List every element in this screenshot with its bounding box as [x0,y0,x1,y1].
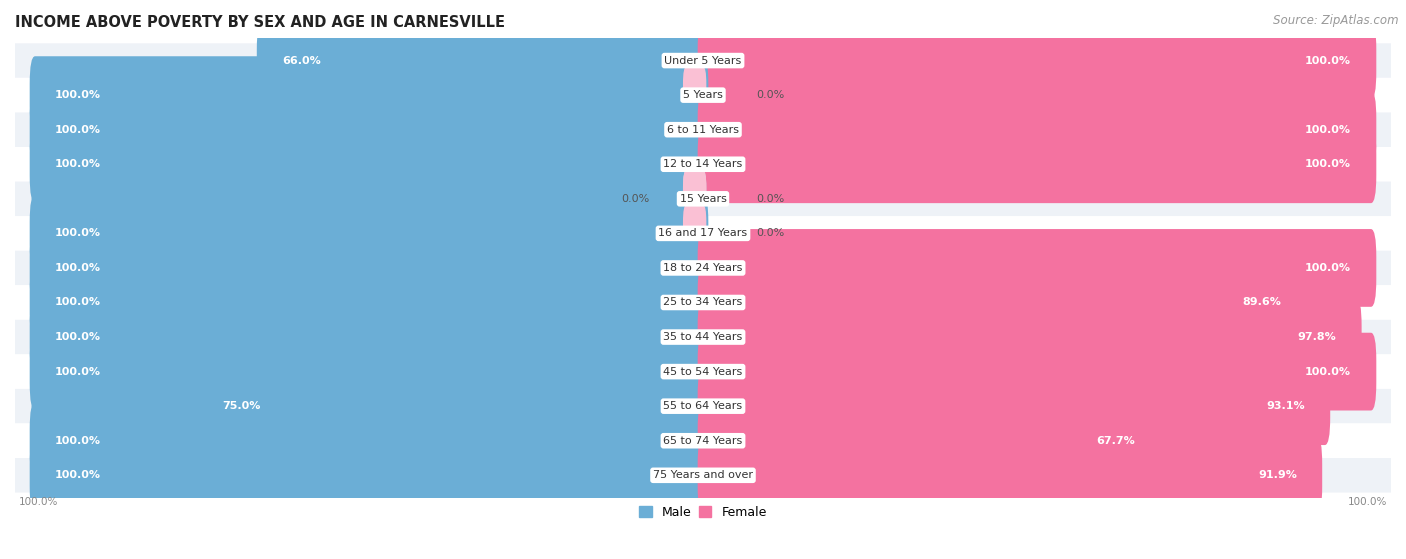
Text: 66.0%: 66.0% [283,55,321,65]
FancyBboxPatch shape [30,229,709,307]
Text: 67.7%: 67.7% [1097,435,1135,446]
FancyBboxPatch shape [697,91,1376,169]
Text: 15 Years: 15 Years [679,194,727,204]
Text: 100.0%: 100.0% [55,229,101,238]
FancyBboxPatch shape [15,43,1391,78]
FancyBboxPatch shape [15,389,1391,424]
FancyBboxPatch shape [683,170,706,228]
Text: 45 to 54 Years: 45 to 54 Years [664,367,742,377]
FancyBboxPatch shape [697,333,1376,410]
Text: 35 to 44 Years: 35 to 44 Years [664,332,742,342]
Text: 65 to 74 Years: 65 to 74 Years [664,435,742,446]
FancyBboxPatch shape [15,147,1391,182]
Text: 100.0%: 100.0% [55,332,101,342]
FancyBboxPatch shape [15,458,1391,492]
Text: 5 Years: 5 Years [683,90,723,100]
FancyBboxPatch shape [257,22,709,100]
Text: 100.0%: 100.0% [55,470,101,480]
FancyBboxPatch shape [15,78,1391,112]
Text: 91.9%: 91.9% [1258,470,1296,480]
FancyBboxPatch shape [197,367,709,445]
Text: 100.0%: 100.0% [55,367,101,377]
Text: 75.0%: 75.0% [222,401,260,411]
Text: Under 5 Years: Under 5 Years [665,55,741,65]
FancyBboxPatch shape [683,67,706,124]
Text: 100.0%: 100.0% [55,159,101,169]
FancyBboxPatch shape [697,437,1322,514]
Text: 100.0%: 100.0% [1305,367,1351,377]
Text: 16 and 17 Years: 16 and 17 Years [658,229,748,238]
FancyBboxPatch shape [15,250,1391,285]
FancyBboxPatch shape [697,229,1376,307]
FancyBboxPatch shape [30,437,709,514]
Text: 6 to 11 Years: 6 to 11 Years [666,125,740,135]
FancyBboxPatch shape [30,333,709,410]
FancyBboxPatch shape [15,354,1391,389]
Text: 0.0%: 0.0% [621,194,650,204]
FancyBboxPatch shape [697,22,1376,100]
Text: 100.0%: 100.0% [1305,125,1351,135]
Text: Source: ZipAtlas.com: Source: ZipAtlas.com [1274,14,1399,27]
Text: 0.0%: 0.0% [756,90,785,100]
FancyBboxPatch shape [697,125,1376,203]
FancyBboxPatch shape [697,367,1330,445]
Text: 100.0%: 100.0% [55,90,101,100]
Text: 100.0%: 100.0% [18,497,58,506]
Text: INCOME ABOVE POVERTY BY SEX AND AGE IN CARNESVILLE: INCOME ABOVE POVERTY BY SEX AND AGE IN C… [15,15,505,30]
Text: 100.0%: 100.0% [1305,55,1351,65]
FancyBboxPatch shape [683,170,706,228]
FancyBboxPatch shape [30,195,709,272]
Text: 25 to 34 Years: 25 to 34 Years [664,297,742,307]
FancyBboxPatch shape [697,402,1160,480]
FancyBboxPatch shape [15,112,1391,147]
Legend: Male, Female: Male, Female [634,501,772,524]
Text: 93.1%: 93.1% [1267,401,1305,411]
FancyBboxPatch shape [15,320,1391,354]
Text: 12 to 14 Years: 12 to 14 Years [664,159,742,169]
FancyBboxPatch shape [30,298,709,376]
FancyBboxPatch shape [697,264,1306,342]
FancyBboxPatch shape [15,285,1391,320]
Text: 100.0%: 100.0% [55,263,101,273]
FancyBboxPatch shape [15,424,1391,458]
Text: 100.0%: 100.0% [1305,263,1351,273]
Text: 0.0%: 0.0% [756,229,785,238]
Text: 0.0%: 0.0% [756,194,785,204]
FancyBboxPatch shape [30,125,709,203]
FancyBboxPatch shape [683,205,706,262]
FancyBboxPatch shape [15,216,1391,250]
Text: 100.0%: 100.0% [55,125,101,135]
Text: 89.6%: 89.6% [1243,297,1281,307]
Text: 100.0%: 100.0% [55,297,101,307]
Text: 100.0%: 100.0% [1348,497,1388,506]
Text: 97.8%: 97.8% [1298,332,1336,342]
Text: 100.0%: 100.0% [55,435,101,446]
FancyBboxPatch shape [30,402,709,480]
FancyBboxPatch shape [30,264,709,342]
FancyBboxPatch shape [30,56,709,134]
Text: 100.0%: 100.0% [1305,159,1351,169]
FancyBboxPatch shape [30,91,709,169]
FancyBboxPatch shape [697,298,1361,376]
Text: 75 Years and over: 75 Years and over [652,470,754,480]
Text: 55 to 64 Years: 55 to 64 Years [664,401,742,411]
Text: 18 to 24 Years: 18 to 24 Years [664,263,742,273]
FancyBboxPatch shape [15,182,1391,216]
